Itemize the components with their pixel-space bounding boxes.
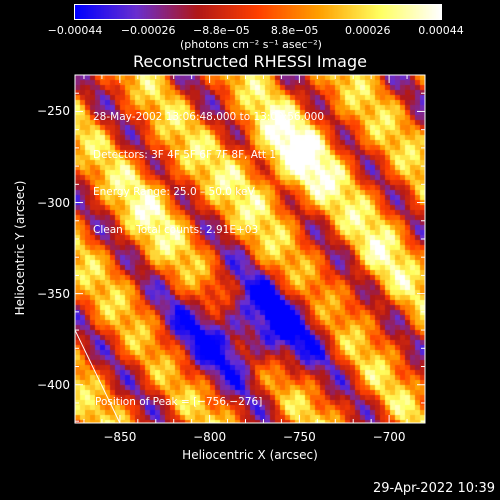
annotation-energy-range: Energy Range: 25.0 – 50.0 keV [93, 186, 255, 198]
colorbar-tick-label: −8.8e−05 [193, 24, 250, 37]
annotation-block: 28‑May‑2002 13:06:48.000 to 13:09:56.000… [93, 86, 324, 249]
y-tick-label: −400 [37, 377, 70, 392]
x-tick-label: −750 [282, 430, 316, 444]
y-tick-label: −300 [37, 195, 70, 210]
x-tick-label: −800 [193, 430, 227, 444]
x-tick-label: −700 [372, 430, 406, 444]
heatmap-image [75, 75, 425, 423]
colorbar-tick-label: −0.00044 [47, 24, 103, 37]
chart-title: Reconstructed RHESSI Image [133, 52, 367, 71]
peak-position-label: Position of Peak = [−756,−276] [95, 396, 263, 408]
footer-timestamp: 29-Apr-2022 10:39 [373, 481, 495, 496]
y-tick-label: −250 [37, 104, 70, 119]
annotation-time-range: 28‑May‑2002 13:06:48.000 to 13:09:56.000 [93, 111, 324, 123]
limb-line [74, 329, 121, 424]
y-tick-label: −350 [37, 286, 70, 301]
colorbar-tick-label: 0.00026 [345, 24, 391, 37]
annotation-counts: Clean Total counts: 2.91E+03 [93, 223, 259, 236]
colorbar [74, 4, 442, 20]
colorbar-tick-label: 0.00044 [418, 24, 464, 37]
y-axis-label: Heliocentric Y (arcsec) [13, 180, 27, 316]
annotation-detectors: Detectors: 3F 4F 5F 6F 7F 8F, Att 1 [93, 148, 277, 161]
colorbar-tick-label: 8.8e−05 [270, 24, 319, 37]
colorbar-tick-label: −0.00026 [120, 24, 176, 37]
plot-frame [74, 74, 426, 424]
x-axis-label: Heliocentric X (arcsec) [182, 448, 318, 462]
colorbar-unit-label: (photons cm⁻² s⁻¹ asec⁻²) [180, 38, 322, 51]
x-tick-label: −850 [103, 430, 137, 444]
